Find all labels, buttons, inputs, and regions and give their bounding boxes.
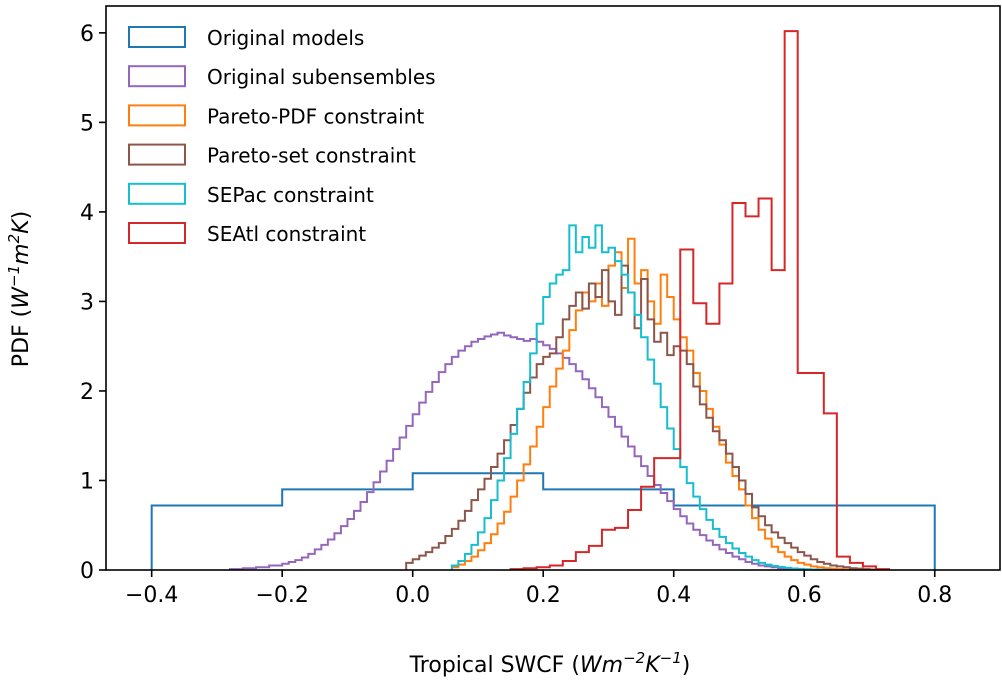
legend-swatch	[128, 143, 186, 166]
legend-label: SEAtl constraint	[207, 222, 366, 246]
y-axis-label: PDF (W−1m2K)	[5, 211, 34, 367]
y-tick-label: 1	[80, 469, 94, 494]
series-pareto-pdf-constraint	[450, 237, 858, 570]
legend-swatch	[128, 104, 186, 127]
legend-swatch	[128, 222, 186, 244]
legend-label: Original subensembles	[207, 65, 436, 89]
axes-border	[105, 5, 1001, 571]
legend-label: Pareto-PDF constraint	[207, 104, 424, 128]
x-axis-label: Tropical SWCF (Wm−2K−1)	[409, 649, 691, 678]
x-tick-label: 0.6	[787, 583, 822, 608]
x-tick-label: 0.8	[917, 583, 952, 608]
x-tick-label: −0.4	[125, 583, 178, 608]
plot-area	[150, 30, 936, 570]
axes-frame	[105, 5, 1001, 571]
legend: Original models Original subensembles Pare…	[128, 26, 436, 246]
series-sepac-constraint	[450, 224, 832, 570]
x-axis-label-text: Tropical SWCF	[409, 653, 565, 678]
y-tick-label: 5	[80, 111, 94, 136]
y-tick-label: 3	[80, 290, 94, 315]
legend-swatch	[128, 182, 186, 205]
y-tick-label: 6	[80, 22, 94, 47]
legend-swatch	[128, 26, 186, 48]
y-tick-label: 0	[80, 559, 94, 584]
y-axis: 0 1 2 3 4 5 6	[80, 22, 106, 584]
x-tick-label: 0.0	[395, 583, 430, 608]
legend-swatch	[128, 65, 186, 88]
legend-label: SEPac constraint	[207, 183, 374, 207]
y-tick-label: 2	[80, 380, 94, 405]
x-tick-label: 0.4	[656, 583, 691, 608]
x-tick-label: −0.2	[255, 583, 308, 608]
y-axis-label-text: PDF	[9, 324, 34, 367]
series-original-models	[150, 472, 936, 570]
series-pareto-set-constraint	[405, 264, 878, 570]
series-original-subensembles	[228, 331, 832, 570]
y-tick-label: 4	[80, 201, 94, 226]
x-axis: −0.4 −0.2 0.0 0.2 0.4 0.6 0.8	[125, 570, 952, 608]
x-tick-label: 0.2	[526, 583, 561, 608]
series-seatl-constraint	[509, 30, 891, 570]
legend-label: Pareto-set constraint	[207, 144, 416, 168]
legend-label: Original models	[207, 26, 364, 50]
